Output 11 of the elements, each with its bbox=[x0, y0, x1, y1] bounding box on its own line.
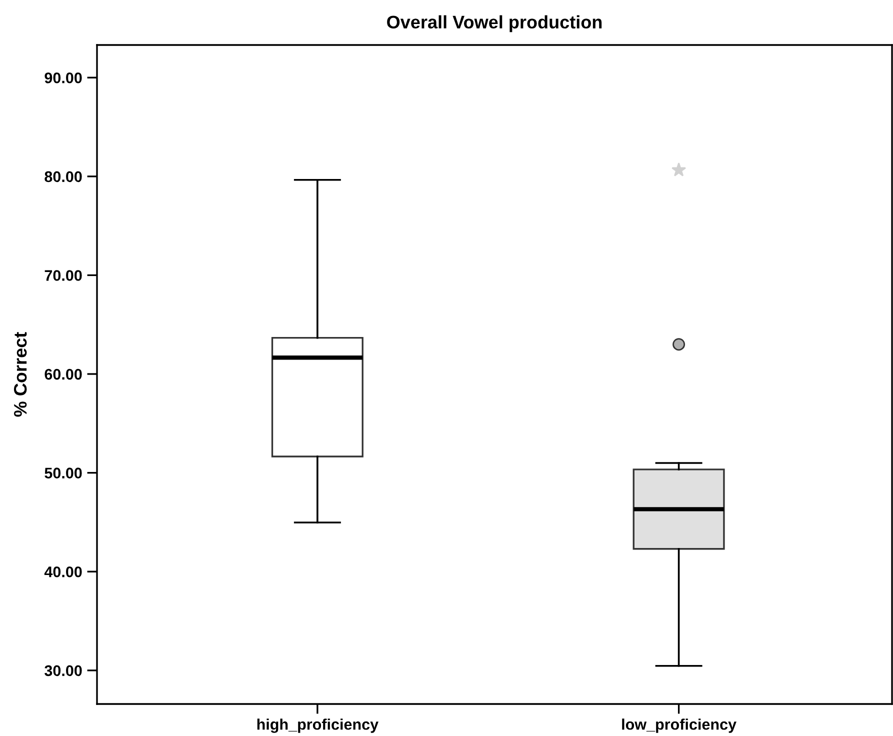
x-tick-label: high_proficiency bbox=[257, 718, 378, 733]
chart-title: Overall Vowel production bbox=[387, 15, 602, 32]
y-tick-label: 30.00 bbox=[44, 665, 82, 676]
y-tick-label: 50.00 bbox=[44, 468, 82, 478]
x-tick-label: low_proficiency bbox=[622, 718, 736, 733]
y-tick-label: 90.00 bbox=[44, 72, 82, 84]
y-axis-title: % Correct bbox=[14, 332, 27, 417]
y-tick-label: 40.00 bbox=[44, 566, 82, 578]
y-tick-label: 70.00 bbox=[44, 270, 82, 281]
y-tick-label: 60.00 bbox=[44, 368, 82, 380]
y-tick-label: 80.00 bbox=[44, 171, 82, 182]
